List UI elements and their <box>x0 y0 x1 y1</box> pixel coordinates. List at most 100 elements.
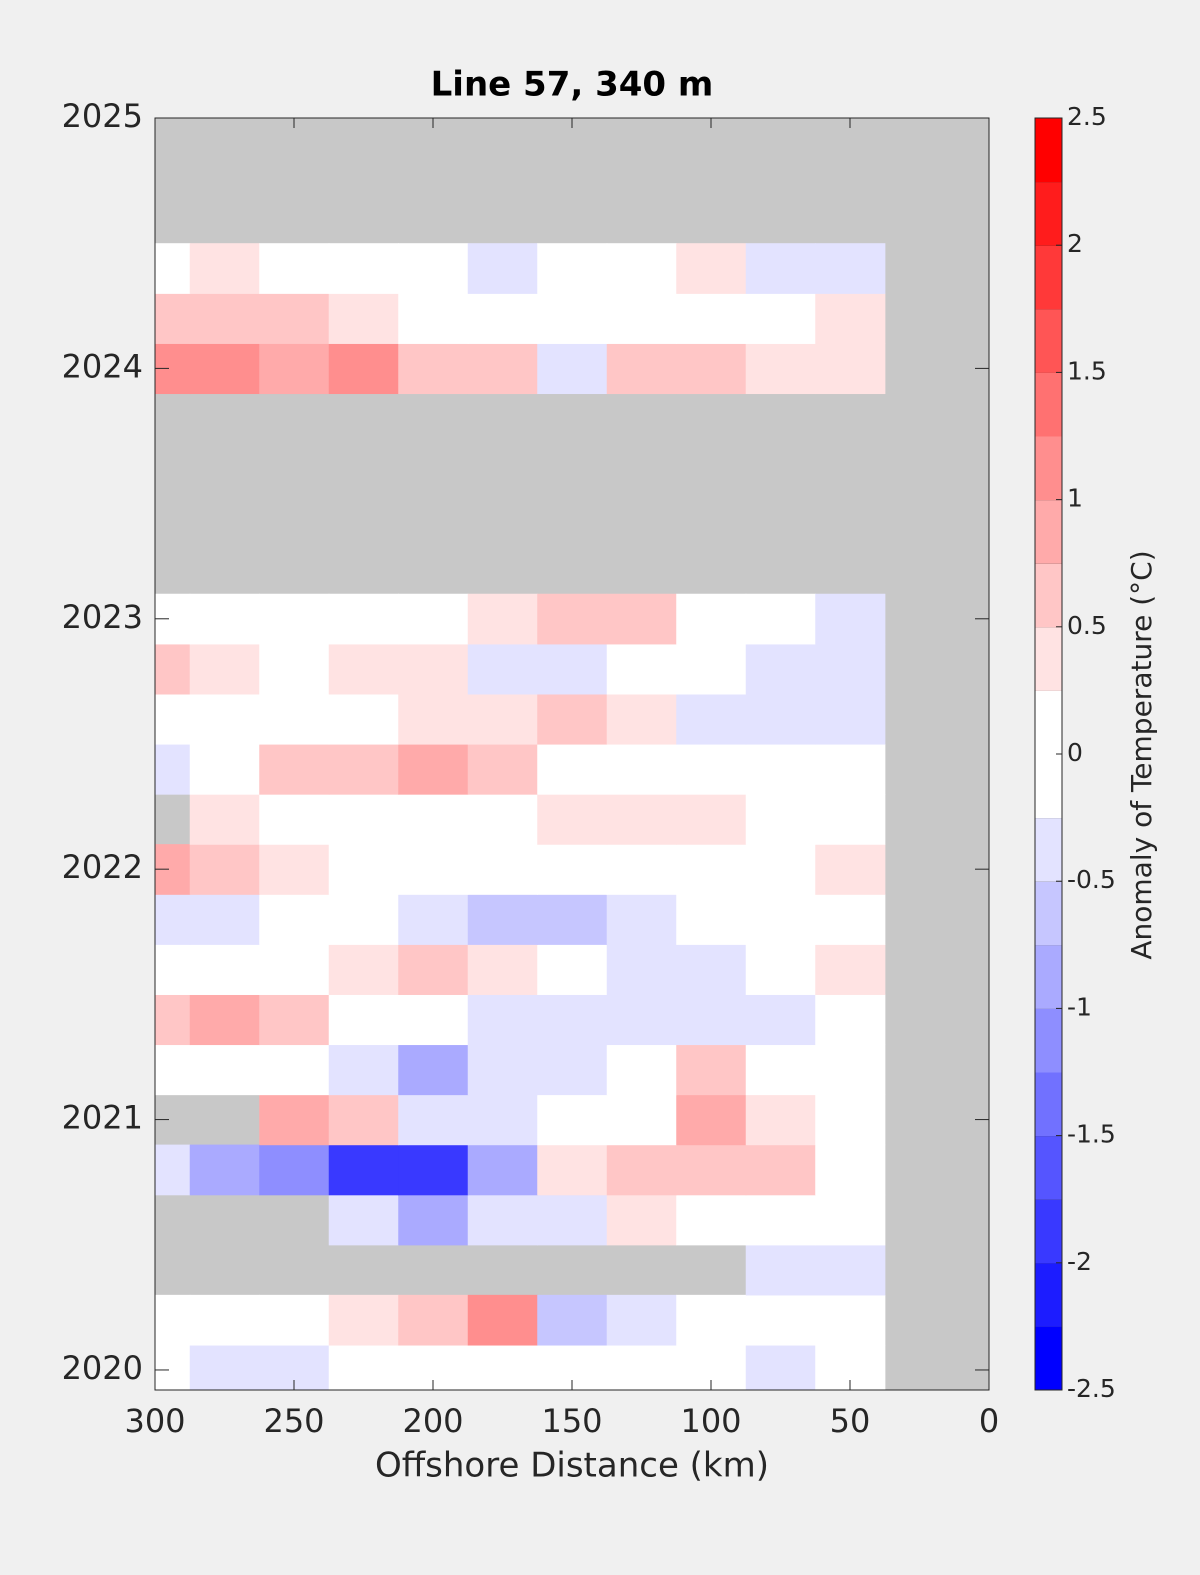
contour-cell <box>467 794 538 845</box>
contour-cell <box>398 243 469 294</box>
contour-cell <box>398 1044 469 1096</box>
contour-cell <box>259 643 330 695</box>
contour-cell <box>155 643 191 695</box>
contour-cell <box>815 1244 886 1296</box>
colorbar-band <box>1035 626 1062 691</box>
contour-cell <box>467 1294 538 1346</box>
contour-cell <box>467 1144 538 1196</box>
contour-cell <box>189 794 260 845</box>
colorbar-band <box>1035 563 1062 628</box>
contour-cell <box>189 894 260 945</box>
contour-cell <box>398 994 469 1046</box>
y-tick-label: 2022 <box>62 848 143 886</box>
contour-cell <box>259 593 330 645</box>
colorbar-label: Anomaly of Temperature (°C) <box>1125 550 1158 959</box>
contour-cell <box>398 794 469 845</box>
contour-cell <box>398 693 469 745</box>
colorbar-tick-label: 0 <box>1067 738 1083 767</box>
contour-cell <box>328 1194 399 1246</box>
contour-cell <box>398 343 469 395</box>
contour-cell <box>537 1094 608 1146</box>
colorbar-band <box>1035 1262 1062 1327</box>
contour-cell <box>676 743 747 795</box>
contour-cell <box>537 844 608 895</box>
contour-cell <box>259 1094 330 1146</box>
contour-cell <box>537 794 608 845</box>
contour-cell <box>259 343 330 395</box>
x-tick-label: 250 <box>263 1402 324 1440</box>
contour-cell <box>676 243 747 294</box>
contour-cell <box>815 693 886 745</box>
colorbar-band <box>1035 308 1062 373</box>
contour-cell <box>155 1294 191 1346</box>
contour-cell <box>467 1194 538 1246</box>
contour-cell <box>467 894 538 945</box>
contour-cell <box>815 743 886 795</box>
contour-cell <box>676 593 747 645</box>
contour-cell <box>606 293 677 344</box>
contour-cell <box>467 743 538 795</box>
contour-cell <box>676 1044 747 1096</box>
contour-cell <box>606 794 677 845</box>
x-tick-label: 150 <box>541 1402 602 1440</box>
contour-cell <box>467 1094 538 1146</box>
contour-cell <box>606 1194 677 1246</box>
colorbar-band <box>1035 881 1062 946</box>
contour-cell <box>815 794 886 845</box>
colorbar-band <box>1035 436 1062 501</box>
contour-cell <box>815 593 886 645</box>
x-tick-label: 300 <box>124 1402 185 1440</box>
contour-cell <box>328 1294 399 1346</box>
contour-cell <box>259 1144 330 1196</box>
contour-cell <box>189 343 260 395</box>
contour-cell <box>745 994 816 1046</box>
contour-cell <box>745 743 816 795</box>
colorbar-tick-label: -2 <box>1067 1247 1092 1276</box>
contour-cell <box>328 293 399 344</box>
contour-cell <box>815 343 886 395</box>
contour-cell <box>745 243 816 294</box>
colorbar-band <box>1035 181 1062 246</box>
contour-cell <box>537 994 608 1046</box>
colorbar-tick-label: -2.5 <box>1067 1374 1116 1403</box>
contour-cell <box>467 643 538 695</box>
contour-cell <box>537 643 608 695</box>
contour-cell <box>606 743 677 795</box>
contour-cell <box>606 1144 677 1196</box>
contour-cell <box>328 593 399 645</box>
colorbar-band <box>1035 1199 1062 1264</box>
contour-cell <box>676 1194 747 1246</box>
contour-cell <box>467 944 538 995</box>
contour-cell <box>467 994 538 1046</box>
contour-cell <box>676 994 747 1046</box>
x-tick-label: 0 <box>979 1402 999 1440</box>
contour-cell <box>815 1044 886 1096</box>
contour-cell <box>189 743 260 795</box>
contour-cell <box>537 1194 608 1246</box>
contour-cell <box>537 343 608 395</box>
contour-cell <box>155 944 191 995</box>
contour-cell <box>815 643 886 695</box>
colorbar-band <box>1035 690 1062 755</box>
x-tick-label: 50 <box>830 1402 871 1440</box>
contour-cell <box>676 944 747 995</box>
contour-cell <box>189 1044 260 1096</box>
contour-cell <box>155 1344 191 1390</box>
contour-cell <box>606 593 677 645</box>
contour-cell <box>537 293 608 344</box>
contour-cell <box>155 994 191 1046</box>
y-tick-label: 2023 <box>62 598 143 636</box>
colorbar-band <box>1035 1008 1062 1073</box>
contour-cell <box>398 643 469 695</box>
contour-cell <box>155 243 191 294</box>
contour-cell <box>398 894 469 945</box>
contour-cell <box>328 643 399 695</box>
contour-cell <box>155 894 191 945</box>
contour-cell <box>745 1094 816 1146</box>
contour-cell <box>155 693 191 745</box>
contour-cell <box>745 1194 816 1246</box>
colorbar-band <box>1035 754 1062 819</box>
contour-cell <box>398 1294 469 1346</box>
contour-cell <box>259 844 330 895</box>
